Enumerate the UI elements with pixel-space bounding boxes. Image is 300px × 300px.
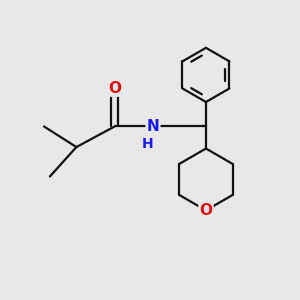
Text: O: O xyxy=(108,81,121,96)
Text: H: H xyxy=(142,136,154,151)
Text: O: O xyxy=(200,203,212,218)
Text: N: N xyxy=(147,119,159,134)
